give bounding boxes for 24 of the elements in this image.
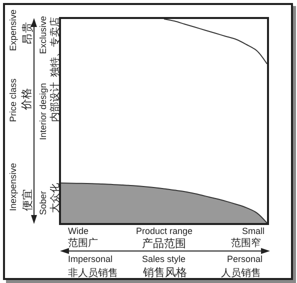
text: Sales style <box>142 254 186 264</box>
annotation: 独特、专卖店 <box>49 17 61 77</box>
text: 非人员销售 <box>68 267 118 279</box>
text: 产品范围 <box>142 237 186 250</box>
x-axis-title: Product range <box>136 226 193 236</box>
text: Impersonal <box>68 254 113 264</box>
text: 范围窄 <box>231 237 261 249</box>
text: Inexpensive <box>8 162 18 211</box>
annotation: 大众化 <box>49 183 61 213</box>
text: 范围广 <box>68 237 98 249</box>
text: Expensive <box>8 9 18 51</box>
text: 昂贵 <box>21 22 34 44</box>
text: Interior design <box>38 82 48 140</box>
text: Sober <box>38 190 48 215</box>
text: Exclusive <box>38 16 48 54</box>
text: Personal <box>227 254 263 264</box>
text: Wide <box>68 226 89 236</box>
annotation: 内部设计 <box>49 82 61 122</box>
text: Small <box>242 226 265 236</box>
y-axis-title: Price class <box>8 78 18 122</box>
text: 便宜 <box>21 189 34 211</box>
text: 人员销售 <box>221 267 261 279</box>
text: 价格 <box>21 88 33 111</box>
text: 销售风格 <box>142 267 187 279</box>
